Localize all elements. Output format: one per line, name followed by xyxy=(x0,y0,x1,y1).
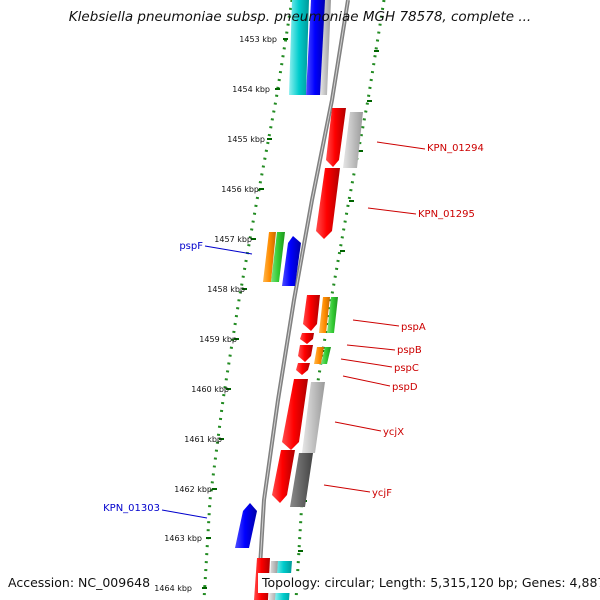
gene-KPN_01294[interactable] xyxy=(326,108,346,167)
gene-green-pspF[interactable] xyxy=(271,232,285,282)
gene-cyan-top[interactable] xyxy=(289,0,309,95)
tick-label: 1458 kbp xyxy=(207,285,245,294)
gene-label-pspF[interactable]: pspF xyxy=(179,241,203,252)
gene-label-ycjX[interactable]: ycjX xyxy=(383,427,404,438)
gene-label-pspA[interactable]: pspA xyxy=(401,322,426,333)
gene-pspF[interactable] xyxy=(282,236,301,286)
gene-KPN_01303[interactable] xyxy=(235,503,257,548)
tick-label: 1461 kbp xyxy=(184,435,222,444)
tick-label: 1460 kbp xyxy=(191,385,229,394)
gene-orange-pspA[interactable] xyxy=(319,297,330,333)
gene-blue-top[interactable] xyxy=(306,0,326,95)
gene-label-pspC[interactable]: pspC xyxy=(394,363,419,374)
gene-label-KPN_01294[interactable]: KPN_01294 xyxy=(427,143,484,154)
gene-pspA[interactable] xyxy=(303,295,320,331)
gene-gray-01294[interactable] xyxy=(343,112,363,168)
accession-text: Accession: NC_009648 xyxy=(8,573,151,593)
tick-label: 1459 kbp xyxy=(199,335,237,344)
gene-green-pspC[interactable] xyxy=(321,347,331,364)
tick-label: 1463 kbp xyxy=(164,534,202,543)
gene-KPN_01295[interactable] xyxy=(316,168,340,239)
map-title: Klebsiella pneumoniae subsp. pneumoniae … xyxy=(68,9,532,25)
tick-label: 1464 kbp xyxy=(154,584,192,593)
gene-pspC[interactable] xyxy=(298,345,313,362)
gene-gray-ycjX[interactable] xyxy=(302,382,325,453)
gene-pspB[interactable] xyxy=(300,333,314,344)
gene-ycjF[interactable] xyxy=(272,450,295,503)
gene-label-ycjF[interactable]: ycjF xyxy=(372,488,392,499)
tick-label: 1462 kbp xyxy=(174,485,212,494)
gene-label-pspD[interactable]: pspD xyxy=(392,382,418,393)
left-tick-marks xyxy=(202,38,288,589)
tick-label: 1453 kbp xyxy=(239,35,277,44)
gene-label-KPN_01303[interactable]: KPN_01303 xyxy=(103,503,160,514)
tick-label: 1455 kbp xyxy=(227,135,265,144)
topology-text: Topology: circular; Length: 5,315,120 bp… xyxy=(258,573,600,593)
genome-backbone-highlight xyxy=(257,0,349,600)
gene-ycjX[interactable] xyxy=(282,379,308,450)
gene-gray-top[interactable] xyxy=(320,0,331,95)
tick-label: 1457 kbp xyxy=(214,235,252,244)
gene-orange-pspC[interactable] xyxy=(314,347,324,364)
inner-dotted-track xyxy=(202,0,294,600)
gene-label-pspB[interactable]: pspB xyxy=(397,345,422,356)
kbp-tick-labels: 1453 kbp 1454 kbp 1455 kbp 1456 kbp 1457… xyxy=(154,35,277,593)
leader-lines-forward xyxy=(323,141,426,493)
gene-gray-ycjF[interactable] xyxy=(290,453,313,507)
gene-pspD[interactable] xyxy=(296,363,310,375)
gene-green-pspA[interactable] xyxy=(327,297,338,333)
gene-orange-pspF[interactable] xyxy=(263,232,276,282)
leader-lines-reverse xyxy=(161,245,253,519)
gene-label-KPN_01295[interactable]: KPN_01295 xyxy=(418,209,475,220)
tick-label: 1456 kbp xyxy=(221,185,259,194)
tick-label: 1454 kbp xyxy=(232,85,270,94)
